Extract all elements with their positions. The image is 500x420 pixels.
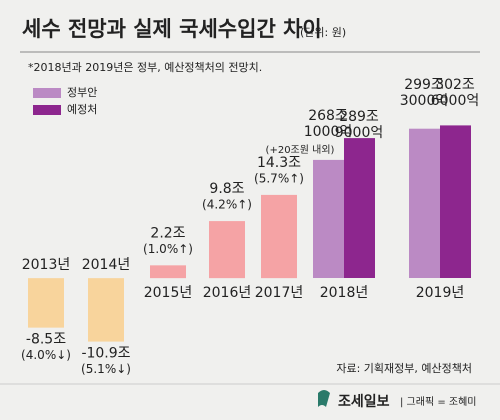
annotation: (+20조원 내외)	[266, 144, 335, 156]
bar	[344, 138, 375, 278]
pct-label: (4.0%↓)	[21, 348, 71, 362]
bar	[88, 278, 124, 342]
brand-logo	[318, 390, 330, 407]
pct-label: (1.0%↑)	[143, 242, 193, 256]
value-label: 302조 6000억	[431, 77, 480, 109]
legend-swatch	[33, 105, 61, 115]
note: *2018년과 2019년은 정부, 예산정책처의 전망치.	[28, 61, 262, 74]
bar	[440, 125, 471, 279]
x-tick-label: 2013년	[22, 257, 71, 273]
legend-label: 정부안	[67, 86, 97, 99]
chart-title: 세수 전망과 실제 국세수입간 차이	[22, 17, 322, 41]
legend-swatch	[33, 88, 61, 98]
unit-label: (단위: 원)	[300, 26, 346, 39]
bar	[261, 194, 297, 279]
pct-label: (4.2%↑)	[202, 198, 252, 212]
value-label: -8.5조	[26, 332, 66, 348]
brand: 조세일보	[338, 394, 390, 410]
pct-label: (5.1%↓)	[81, 362, 131, 376]
x-tick-label: 2018년	[320, 285, 369, 301]
bar	[313, 159, 344, 278]
value-label: 14.3조	[257, 155, 301, 171]
bar	[409, 128, 440, 278]
bar	[150, 265, 186, 279]
value-label: 289조 9000억	[335, 109, 384, 141]
value-label: 268조 1000억	[304, 108, 353, 140]
pct-label: (5.7%↑)	[254, 171, 304, 185]
bar	[209, 221, 245, 279]
value-label: 2.2조	[150, 225, 185, 241]
credit: | 그래픽 = 조혜미	[400, 396, 476, 408]
legend-label: 예정처	[67, 103, 97, 116]
value-label: 9.8조	[209, 181, 244, 197]
x-tick-label: 2017년	[255, 285, 304, 301]
x-tick-label: 2015년	[144, 285, 193, 301]
x-tick-label: 2016년	[203, 285, 252, 301]
value-label: -10.9조	[81, 346, 130, 362]
source: 자료: 기획재정부, 예산정책처	[336, 362, 472, 375]
x-tick-label: 2014년	[82, 257, 131, 273]
bar	[28, 278, 64, 328]
x-tick-label: 2019년	[416, 285, 465, 301]
value-label: 299조 3000억	[400, 77, 449, 109]
